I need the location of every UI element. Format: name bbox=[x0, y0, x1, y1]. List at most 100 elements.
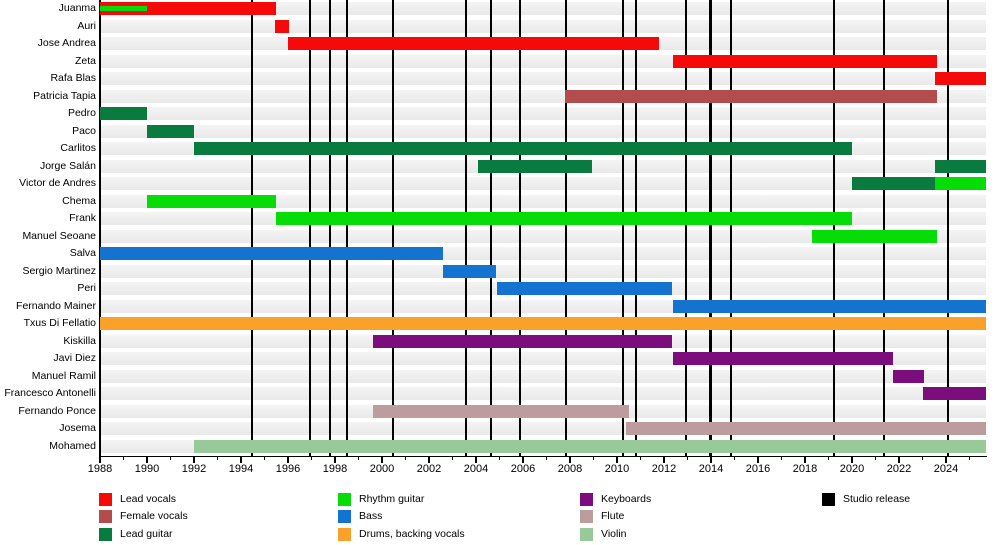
member-label: Txus Di Fellatio bbox=[23, 317, 96, 329]
studio-release-line bbox=[564, 0, 568, 456]
member-label: Victor de Andres bbox=[19, 177, 96, 189]
legend-label-lead_vocals: Lead vocals bbox=[120, 492, 177, 505]
legend-label-rhythm_guitar: Rhythm guitar bbox=[359, 492, 425, 505]
axis-tick bbox=[733, 457, 736, 460]
legend-swatch-studio_release bbox=[822, 492, 835, 506]
row-band bbox=[100, 124, 986, 138]
member-label: Patricia Tapia bbox=[33, 89, 96, 102]
legend-label-studio_release: Studio release bbox=[843, 492, 911, 505]
axis-tick bbox=[592, 457, 595, 460]
member-bar-female_vocals bbox=[565, 89, 937, 103]
axis-tick bbox=[451, 457, 454, 460]
member-label: Manuel Ramil bbox=[31, 369, 96, 382]
member-bar-keyboards bbox=[372, 334, 673, 348]
axis-tick bbox=[310, 457, 313, 460]
legend-swatch-lead_guitar bbox=[99, 527, 112, 541]
member-bar-keyboards bbox=[893, 369, 924, 383]
x-axis-line bbox=[98, 455, 987, 457]
legend-label-violin: Violin bbox=[601, 527, 627, 540]
axis-tick bbox=[663, 457, 665, 463]
studio-release-line bbox=[946, 0, 950, 456]
member-label: Rafa Blas bbox=[50, 72, 96, 84]
member-label: Javi Diez bbox=[53, 352, 96, 364]
axis-tick bbox=[498, 457, 501, 460]
legend-swatch-flute bbox=[580, 510, 593, 523]
axis-tick bbox=[357, 457, 360, 460]
axis-tick-label: 2014 bbox=[698, 463, 724, 475]
member-bar-violin bbox=[194, 439, 986, 453]
member-bar-keyboards bbox=[673, 352, 894, 365]
studio-release-line bbox=[709, 0, 712, 456]
legend-label-lead_guitar: Lead guitar bbox=[120, 527, 173, 540]
axis-tick bbox=[921, 457, 924, 460]
axis-tick bbox=[381, 457, 383, 463]
axis-tick bbox=[569, 457, 571, 463]
legend-label-keyboards: Keyboards bbox=[601, 492, 652, 505]
member-label: Zeta bbox=[74, 54, 96, 67]
axis-tick bbox=[757, 457, 759, 463]
axis-tick-label: 2000 bbox=[369, 463, 395, 475]
axis-tick-label: 1992 bbox=[181, 463, 207, 475]
studio-release-line bbox=[832, 0, 836, 456]
axis-tick bbox=[122, 457, 125, 460]
axis-tick bbox=[804, 457, 806, 463]
member-bar-flute bbox=[372, 404, 629, 418]
row-band bbox=[100, 369, 986, 383]
legend-swatch-rhythm_guitar bbox=[338, 492, 351, 506]
row-band bbox=[100, 19, 986, 33]
member-bar-rhythm_guitar bbox=[276, 212, 853, 225]
row-band bbox=[100, 72, 986, 85]
legend-swatch-drums_backing bbox=[338, 527, 351, 541]
axis-tick-label: 2012 bbox=[651, 463, 677, 475]
member-label: Peri bbox=[77, 282, 96, 294]
studio-release-line bbox=[345, 0, 349, 456]
axis-tick bbox=[851, 457, 853, 463]
member-label: Fernando Ponce bbox=[18, 404, 96, 417]
member-bar-lead_vocals bbox=[100, 2, 277, 15]
member-label: Manuel Seoane bbox=[22, 229, 96, 242]
member-label: Carlitos bbox=[60, 142, 96, 154]
legend-label-female_vocals: Female vocals bbox=[120, 510, 188, 522]
axis-tick-label: 1994 bbox=[228, 463, 254, 475]
axis-tick bbox=[240, 457, 242, 463]
row-band bbox=[100, 2, 986, 15]
member-bar-lead_vocals bbox=[288, 37, 660, 50]
axis-tick-label: 1996 bbox=[275, 463, 301, 475]
row-band bbox=[100, 387, 986, 400]
member-label: Chema bbox=[62, 194, 96, 207]
member-bar-bass bbox=[497, 282, 673, 295]
member-label: Juanma bbox=[58, 2, 96, 14]
axis-tick bbox=[522, 457, 524, 463]
member-bar-rhythm_guitar bbox=[935, 177, 986, 190]
studio-release-line bbox=[684, 0, 688, 456]
studio-release-line bbox=[729, 0, 733, 456]
axis-tick-label: 1998 bbox=[322, 463, 348, 475]
axis-tick-label: 2008 bbox=[557, 463, 583, 475]
studio-release-line bbox=[391, 0, 395, 456]
axis-tick bbox=[898, 457, 900, 463]
axis-tick-label: 1988 bbox=[87, 463, 113, 475]
studio-release-line bbox=[250, 0, 254, 456]
legend-swatch-female_vocals bbox=[99, 510, 112, 523]
axis-tick-label: 2018 bbox=[792, 463, 818, 475]
row-band bbox=[100, 177, 986, 190]
member-bar-drums_backing bbox=[100, 317, 986, 330]
member-label: Salva bbox=[69, 247, 96, 259]
member-bar-bass bbox=[673, 299, 986, 313]
legend-label-flute: Flute bbox=[601, 510, 625, 522]
member-bar-lead_vocals bbox=[935, 72, 986, 85]
member-bar-lead_guitar bbox=[935, 159, 986, 173]
axis-tick-label: 2020 bbox=[839, 463, 865, 475]
axis-tick bbox=[404, 457, 407, 460]
member-bar-bass bbox=[443, 264, 496, 278]
axis-tick bbox=[216, 457, 219, 460]
axis-tick bbox=[428, 457, 430, 463]
axis-tick bbox=[827, 457, 830, 460]
member-bar-rhythm_guitar bbox=[147, 194, 277, 208]
studio-release-line bbox=[464, 0, 468, 456]
studio-release-line bbox=[489, 0, 493, 456]
member-label: Jose Andrea bbox=[37, 37, 96, 49]
axis-tick bbox=[874, 457, 877, 460]
axis-tick bbox=[616, 457, 618, 463]
